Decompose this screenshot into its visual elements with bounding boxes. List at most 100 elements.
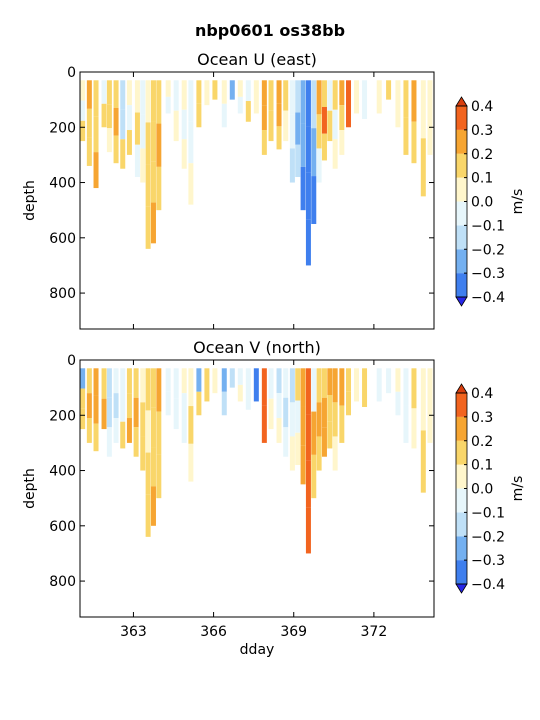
data-cell — [305, 80, 311, 127]
data-cell — [80, 120, 86, 142]
colorbar-band — [456, 201, 467, 226]
data-cell — [221, 80, 227, 104]
data-cell — [427, 80, 433, 155]
y-tick-label: 0 — [67, 65, 76, 81]
data-cell — [106, 368, 112, 398]
data-cell — [126, 418, 132, 443]
data-cell — [305, 368, 311, 415]
data-cell — [80, 368, 86, 389]
data-cell — [321, 107, 327, 134]
data-cell — [134, 80, 140, 113]
data-cell — [221, 103, 227, 128]
colorbar-tick-label: 0.0 — [471, 195, 493, 211]
data-cell — [156, 368, 162, 412]
data-cell — [188, 163, 194, 205]
data-cell — [173, 110, 179, 142]
data-cell — [113, 368, 119, 394]
data-cell — [332, 402, 338, 437]
plot-frame — [79, 71, 435, 330]
data-cell — [237, 80, 243, 97]
data-cell — [300, 123, 306, 167]
data-cell — [305, 460, 311, 508]
data-cell — [411, 368, 417, 409]
data-cell — [181, 418, 187, 443]
colorbar-tick-label: 0.4 — [471, 99, 493, 115]
colorbar-tick-label: −0.4 — [471, 290, 505, 306]
y-tick-label: 800 — [49, 286, 76, 302]
data-cell — [126, 80, 132, 106]
data-cell — [86, 80, 92, 109]
colorbar-tick-label: −0.3 — [471, 553, 505, 569]
data-cell — [362, 368, 368, 407]
data-cell — [80, 80, 86, 101]
data-cell — [332, 368, 338, 403]
data-cell — [101, 80, 107, 104]
data-cell — [311, 80, 317, 129]
colorbar-tick-label: 0.2 — [471, 147, 493, 163]
colorbar-band — [456, 488, 467, 513]
data-cell — [188, 406, 194, 444]
data-cell — [327, 80, 333, 111]
data-cell — [150, 202, 156, 244]
colorbar-band — [456, 129, 467, 154]
data-cell — [261, 405, 267, 443]
data-cell — [295, 144, 301, 178]
data-cell — [140, 368, 146, 403]
colorbar-band — [456, 536, 467, 561]
data-cell — [395, 391, 401, 416]
data-cell — [93, 152, 99, 189]
data-cell — [212, 368, 218, 394]
data-cell — [261, 130, 267, 155]
data-cell — [156, 166, 162, 211]
data-cell — [237, 384, 243, 402]
data-cell — [229, 80, 235, 100]
data-cell — [106, 427, 112, 457]
x-axis-label: dday — [240, 642, 275, 658]
data-cell — [276, 368, 282, 394]
data-cell — [332, 436, 338, 471]
data-cell — [101, 368, 107, 399]
colorbar-tick-label: 0.3 — [471, 410, 493, 426]
data-cell — [120, 139, 126, 169]
data-cell — [289, 114, 295, 149]
data-cell — [261, 105, 267, 131]
data-cell — [427, 368, 433, 443]
data-cell — [133, 427, 139, 457]
data-cell — [156, 411, 162, 455]
data-cell — [145, 122, 151, 165]
data-cell — [245, 368, 251, 390]
data-cell — [221, 368, 227, 392]
data-cell — [420, 138, 426, 197]
data-cell — [165, 80, 171, 97]
colorbar-tick-label: −0.2 — [471, 242, 505, 258]
colorbar-band — [456, 440, 467, 465]
data-cell — [140, 402, 146, 437]
data-cell — [145, 452, 151, 495]
data-cell — [386, 368, 392, 394]
colorbar: −0.4 −0.3 −0.2 −0.1 0.0 0.1 0.2 0.3 0.4 m/s — [455, 383, 526, 594]
data-cell — [196, 80, 202, 104]
plot-frame — [79, 359, 435, 618]
panel-title: Ocean V (north) — [193, 338, 321, 357]
data-cell — [300, 445, 306, 485]
y-axis-label: depth — [22, 468, 38, 509]
data-cell — [120, 395, 126, 422]
data-cell — [196, 103, 202, 128]
data-cell — [145, 80, 151, 123]
data-cell — [181, 393, 187, 419]
data-cell — [295, 112, 301, 145]
data-cell — [113, 80, 119, 108]
data-cell — [268, 398, 274, 430]
data-cell — [181, 139, 187, 169]
data-cell — [339, 130, 345, 155]
data-cell — [126, 130, 132, 155]
data-cell — [339, 368, 345, 406]
data-cell — [145, 206, 151, 249]
data-cell — [181, 368, 187, 394]
colorbar-tick-label: 0.1 — [471, 458, 493, 474]
data-cell — [101, 398, 107, 430]
colorbar-band — [456, 106, 467, 130]
data-cell — [181, 109, 187, 140]
data-cell — [339, 105, 345, 131]
